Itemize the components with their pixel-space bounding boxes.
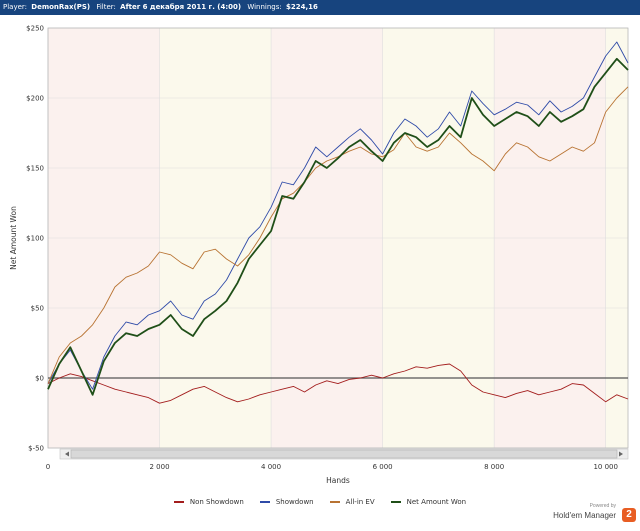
legend-label: Non Showdown bbox=[189, 498, 244, 506]
hm2-logo-icon: 2 bbox=[622, 508, 636, 522]
product-name: Hold'em Manager bbox=[553, 511, 616, 520]
legend-label: Net Amount Won bbox=[406, 498, 467, 506]
series-line-non-showdown bbox=[47, 363, 629, 404]
legend: Non Showdown Showdown All-in EV Net Amount … bbox=[0, 496, 640, 508]
legend-item: All-in EV bbox=[329, 496, 375, 508]
winnings-label: Winnings: bbox=[247, 3, 282, 11]
legend-swatch bbox=[259, 501, 270, 503]
series-line-net-amount-won bbox=[47, 57, 629, 396]
legend-item: Net Amount Won bbox=[390, 496, 467, 508]
series-line-showdown bbox=[47, 41, 629, 390]
y-tick-label: $0 bbox=[35, 375, 44, 383]
x-tick-label: 4 000 bbox=[261, 463, 281, 471]
y-tick-labels: $-50 $0 $50 $100 $150 $200 $250 bbox=[26, 25, 44, 453]
player-label: Player: bbox=[3, 3, 28, 11]
legend-swatch bbox=[390, 501, 401, 503]
x-tick-label: 8 000 bbox=[484, 463, 504, 471]
x-tick-label: 10 000 bbox=[593, 463, 618, 471]
filter-value: After 6 декабря 2011 г. (4:00) bbox=[120, 3, 242, 11]
legend-swatch bbox=[173, 501, 184, 503]
y-tick-label: $250 bbox=[26, 25, 44, 33]
player-value: DemonRax(PS) bbox=[31, 3, 91, 11]
header-bar: Player: DemonRax(PS) Filter: After 6 дек… bbox=[0, 0, 640, 15]
x-tick-label: 6 000 bbox=[373, 463, 393, 471]
winnings-value: $224,16 bbox=[286, 3, 318, 11]
horizontal-scrollbar[interactable] bbox=[59, 448, 629, 460]
legend-item: Showdown bbox=[259, 496, 314, 508]
y-tick-label: $-50 bbox=[28, 445, 44, 453]
x-axis-label: Hands bbox=[326, 476, 350, 485]
y-tick-label: $50 bbox=[31, 305, 44, 313]
powered-by-text: Powered by bbox=[589, 503, 616, 509]
plot-border bbox=[47, 27, 629, 449]
legend-label: All-in EV bbox=[345, 498, 375, 506]
x-tick-label: 0 bbox=[46, 463, 50, 471]
series-line-all-in-ev bbox=[47, 86, 629, 384]
y-tick-label: $100 bbox=[26, 235, 44, 243]
legend-label: Showdown bbox=[275, 498, 314, 506]
legend-item: Non Showdown bbox=[173, 496, 244, 508]
x-tick-labels: 0 2 000 4 000 6 000 8 000 10 000 bbox=[46, 463, 618, 471]
scrollbar-thumb[interactable] bbox=[70, 449, 618, 459]
scroll-left-icon[interactable] bbox=[65, 451, 69, 457]
scroll-right-icon[interactable] bbox=[619, 451, 623, 457]
y-tick-label: $150 bbox=[26, 165, 44, 173]
y-axis-label: Net Amount Won bbox=[9, 206, 18, 270]
x-tick-label: 2 000 bbox=[150, 463, 170, 471]
series-lines bbox=[47, 41, 629, 404]
filter-label: Filter: bbox=[96, 3, 116, 11]
legend-swatch bbox=[329, 501, 340, 503]
y-tick-label: $200 bbox=[26, 95, 44, 103]
branding: Powered by Hold'em Manager 2 bbox=[546, 503, 636, 527]
